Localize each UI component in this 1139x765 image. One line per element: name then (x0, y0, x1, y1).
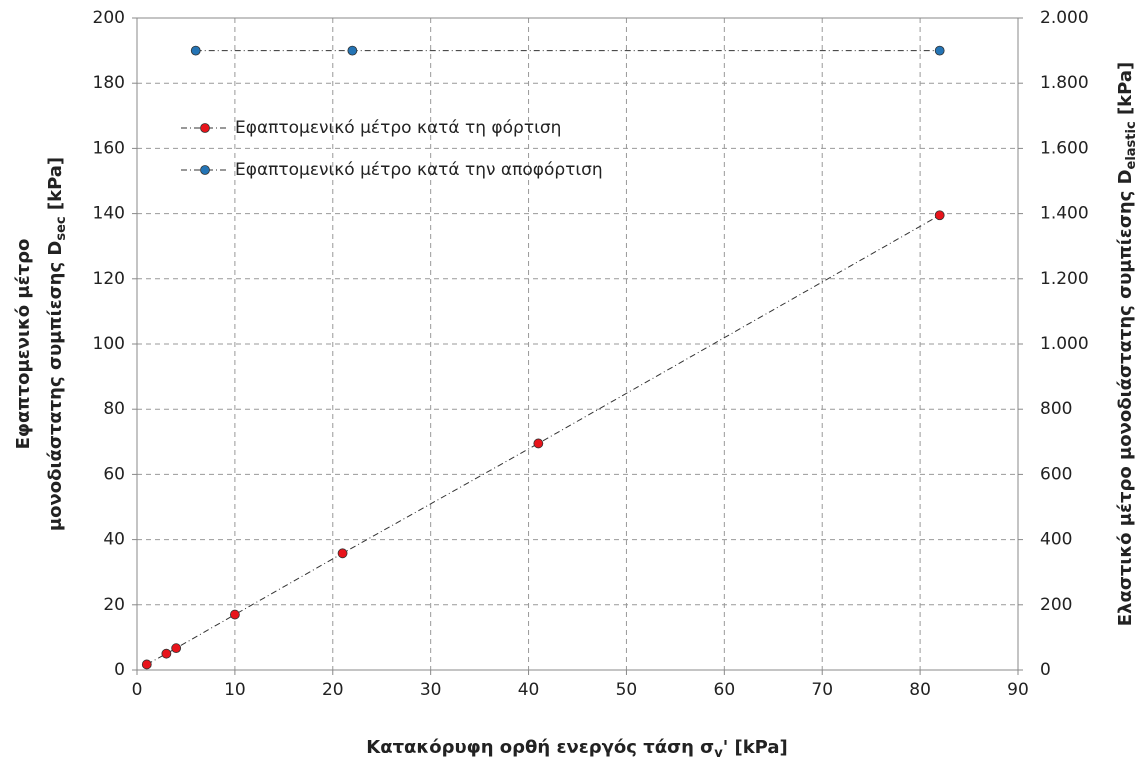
y2-tick-label: 1.600 (1040, 138, 1089, 158)
y2-axis-title: Ελαστικό μέτρο μονοδιάστατης συμπίεσης D… (1115, 62, 1139, 626)
y2-title-unit: [kPa] (1115, 62, 1136, 122)
y-axis-title: μονοδιάστατης συμπίεσης Dsec [kPa] (45, 157, 69, 531)
plot-frame (136, 17, 1019, 671)
y-tick-label: 120 (93, 269, 125, 289)
y2-tick-label: 1.400 (1040, 204, 1089, 224)
x-title-text: Κατακόρυφη ορθή ενεργός τάση σ (366, 737, 714, 758)
legend-label: Εφαπτομενικό μέτρο κατά την αποφόρτιση (235, 160, 603, 180)
y2-title-text: Ελαστικό μέτρο μονοδιάστατης συμπίεσης D (1115, 169, 1136, 626)
y-tick-label: 60 (103, 464, 125, 484)
y-tick-label: 160 (93, 138, 125, 158)
y2-tick-label: 200 (1040, 595, 1072, 615)
y-title-text: μονοδιάστατης συμπίεσης D (45, 241, 66, 532)
y-tick-label: 40 (103, 530, 125, 550)
data-point (171, 643, 182, 654)
x-tick-label: 60 (714, 680, 736, 700)
x-tick-label: 90 (1007, 680, 1029, 700)
y-tick-label: 140 (93, 204, 125, 224)
legend-label: Εφαπτομενικό μέτρο κατά τη φόρτιση (235, 118, 561, 138)
x-title-unit: ' [kPa] (723, 737, 788, 758)
data-point (141, 659, 152, 670)
data-point (161, 648, 172, 659)
x-tick-label: 80 (909, 680, 931, 700)
x-tick-label: 20 (322, 680, 344, 700)
legend-marker (200, 165, 210, 175)
x-tick-label: 0 (132, 680, 143, 700)
data-point (347, 45, 358, 56)
legend-marker (200, 123, 210, 133)
y-tick-label: 80 (103, 399, 125, 419)
y-tick-label: 100 (93, 334, 125, 354)
x-title-sub: v (714, 746, 723, 761)
series-line (146, 214, 940, 665)
data-point (934, 45, 945, 56)
y-tick-label: 180 (93, 73, 125, 93)
x-axis-title: Κατακόρυφη ορθή ενεργός τάση σv' [kPa] (366, 737, 788, 761)
y-axis-title: Εφαπτομενικό μέτρο (13, 239, 34, 450)
data-point (229, 609, 240, 620)
y2-tick-label: 800 (1040, 399, 1072, 419)
y-tick-label: 200 (93, 8, 125, 28)
y2-tick-label: 0 (1040, 660, 1051, 680)
y-tick-label: 0 (114, 660, 125, 680)
y2-tick-label: 600 (1040, 464, 1072, 484)
y2-tick-label: 1.800 (1040, 73, 1089, 93)
x-tick-label: 70 (811, 680, 833, 700)
y-tick-label: 20 (103, 595, 125, 615)
data-point (533, 438, 544, 449)
y2-tick-label: 400 (1040, 530, 1072, 550)
y2-tick-label: 1.000 (1040, 334, 1089, 354)
x-tick-label: 50 (616, 680, 638, 700)
x-tick-label: 10 (224, 680, 246, 700)
data-point (934, 210, 945, 221)
data-point (337, 548, 348, 559)
y2-tick-label: 2.000 (1040, 8, 1089, 28)
y2-tick-label: 1.200 (1040, 269, 1089, 289)
y-title-sub: sec (54, 216, 69, 240)
x-tick-label: 40 (518, 680, 540, 700)
x-tick-label: 30 (420, 680, 442, 700)
y2-title-sub: elastic (1124, 121, 1139, 169)
data-point (190, 45, 201, 56)
y-title-unit: [kPa] (45, 157, 66, 217)
